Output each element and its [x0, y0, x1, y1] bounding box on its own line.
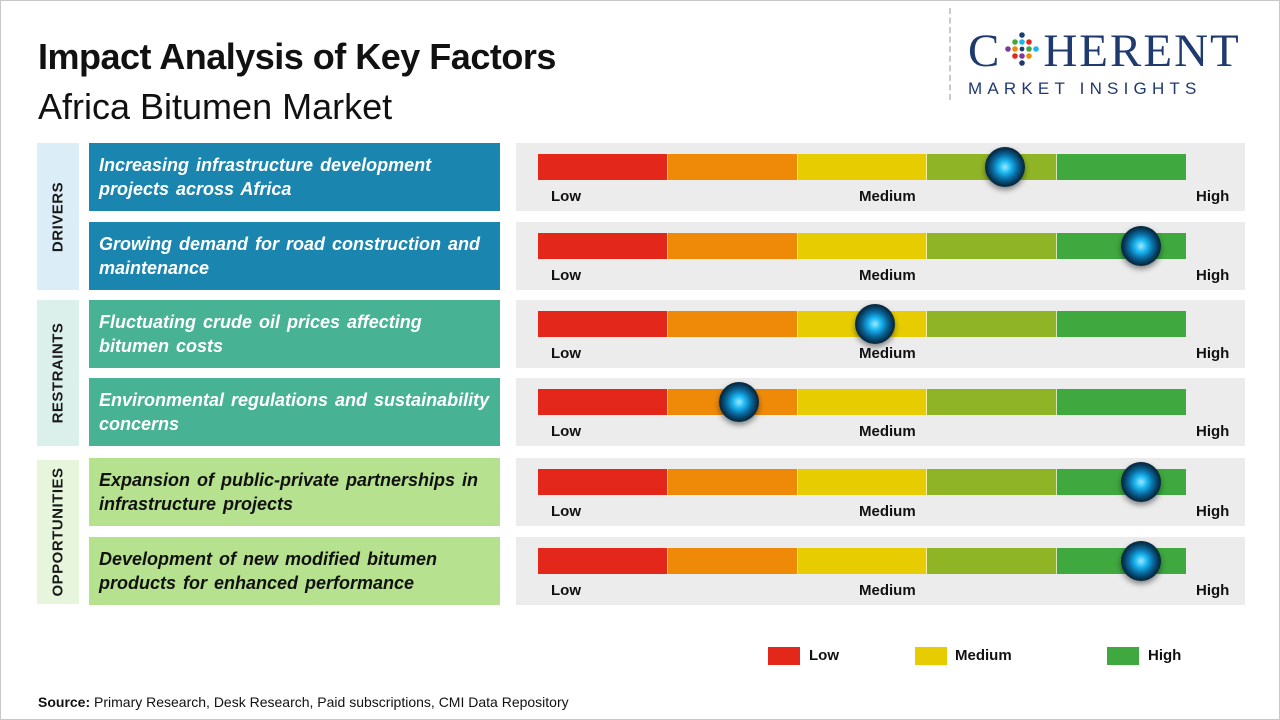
scale-segment: [797, 469, 928, 495]
logo-globe-dot: [1019, 46, 1025, 52]
impact-scale-bar: [538, 469, 1186, 495]
factor-label: Environmental regulations and sustainabi…: [89, 378, 500, 446]
legend-label-medium: Medium: [955, 647, 1012, 664]
scale-label-medium: Medium: [859, 188, 916, 205]
logo-globe-dot: [1019, 53, 1026, 59]
scale-label-medium: Medium: [859, 267, 916, 284]
source-text: Primary Research, Desk Research, Paid su…: [90, 694, 569, 710]
scale-segment: [667, 154, 798, 180]
category-label: DRIVERS: [49, 181, 67, 252]
scale-segment: [538, 233, 668, 259]
scale-segment: [797, 154, 928, 180]
scale-segment: [927, 233, 1058, 259]
logo-letter: C: [968, 25, 1002, 77]
impact-scale-bar: [538, 389, 1186, 415]
category-band-restraints: RESTRAINTS: [37, 300, 79, 446]
legend-swatch-low: [768, 647, 800, 665]
category-band-opportunities: OPPORTUNITIES: [37, 460, 79, 604]
scale-segment: [1057, 311, 1186, 337]
logo-globe-dot: [1026, 46, 1033, 52]
category-band-drivers: DRIVERS: [37, 143, 79, 290]
scale-label-high: High: [1196, 582, 1230, 599]
impact-marker: [718, 382, 759, 422]
scale-segment: [667, 311, 798, 337]
category-label: OPPORTUNITIES: [49, 467, 67, 597]
scale-segment: [538, 548, 668, 574]
scale-segment: [667, 469, 798, 495]
impact-marker: [1120, 462, 1161, 502]
scale-segment: [667, 233, 798, 259]
logo-globe-dot: [1012, 39, 1019, 45]
logo-globe-icon: [1005, 32, 1040, 66]
scale-label-medium: Medium: [859, 345, 916, 362]
category-label: RESTRAINTS: [49, 322, 67, 424]
factor-label: Growing demand for road construction and…: [89, 222, 500, 290]
logo-letters: HERENT: [1043, 25, 1241, 77]
scale-label-medium: Medium: [859, 582, 916, 599]
logo-globe-dot: [1026, 53, 1033, 59]
legend-label-low: Low: [809, 647, 839, 664]
logo-globe-dot: [1033, 46, 1040, 52]
company-logo: C HERENT MARKET INSIGHTS: [968, 28, 1268, 99]
scale-label-low: Low: [551, 582, 581, 599]
impact-marker: [1120, 226, 1161, 266]
scale-label-high: High: [1196, 267, 1230, 284]
logo-globe-dot: [1019, 39, 1026, 45]
factor-label: Fluctuating crude oil prices affecting b…: [89, 300, 500, 368]
logo-globe-dot: [1012, 53, 1019, 59]
impact-scale-bar: [538, 548, 1186, 574]
page-subtitle: Africa Bitumen Market: [38, 86, 393, 127]
scale-label-low: Low: [551, 188, 581, 205]
logo-globe-dot: [1019, 32, 1026, 38]
legend-label-high: High: [1148, 647, 1182, 664]
factor-label: Expansion of public-private partnerships…: [89, 458, 500, 526]
scale-segment: [538, 311, 668, 337]
source-prefix: Source:: [38, 694, 91, 710]
scale-segment: [538, 389, 668, 415]
scale-segment: [1057, 154, 1186, 180]
legend-swatch-medium: [915, 647, 947, 665]
scale-segment: [927, 311, 1058, 337]
logo-wordmark: C HERENT: [968, 28, 1268, 75]
scale-segment: [1057, 389, 1186, 415]
impact-scale-bar: [538, 233, 1186, 259]
scale-label-high: High: [1196, 188, 1230, 205]
scale-segment: [667, 548, 798, 574]
scale-segment: [538, 154, 668, 180]
scale-segment: [538, 469, 668, 495]
factor-label: Increasing infrastructure development pr…: [89, 143, 500, 211]
scale-segment: [797, 548, 928, 574]
scale-segment: [797, 233, 928, 259]
impact-marker: [1120, 541, 1161, 581]
header-divider: [949, 8, 951, 100]
scale-segment: [927, 389, 1058, 415]
scale-label-high: High: [1196, 423, 1230, 440]
factor-label: Development of new modified bitumen prod…: [89, 537, 500, 605]
scale-label-low: Low: [551, 267, 581, 284]
scale-segment: [797, 389, 928, 415]
logo-globe-dot: [1005, 46, 1012, 52]
scale-label-high: High: [1196, 345, 1230, 362]
logo-globe-dot: [1026, 39, 1033, 45]
scale-label-medium: Medium: [859, 423, 916, 440]
logo-tagline: MARKET INSIGHTS: [968, 79, 1202, 98]
logo-globe-dot: [1019, 60, 1026, 66]
impact-marker: [984, 147, 1025, 187]
scale-segment: [927, 469, 1058, 495]
scale-label-high: High: [1196, 503, 1230, 520]
scale-label-low: Low: [551, 503, 581, 520]
scale-label-medium: Medium: [859, 503, 916, 520]
scale-label-low: Low: [551, 423, 581, 440]
scale-segment: [927, 548, 1058, 574]
source-note: Source: Primary Research, Desk Research,…: [38, 694, 569, 710]
scale-label-low: Low: [551, 345, 581, 362]
page-title: Impact Analysis of Key Factors: [38, 36, 556, 77]
legend-swatch-high: [1107, 647, 1139, 665]
logo-globe-dot: [1012, 46, 1019, 52]
impact-marker: [854, 304, 895, 344]
impact-scale-bar: [538, 154, 1186, 180]
